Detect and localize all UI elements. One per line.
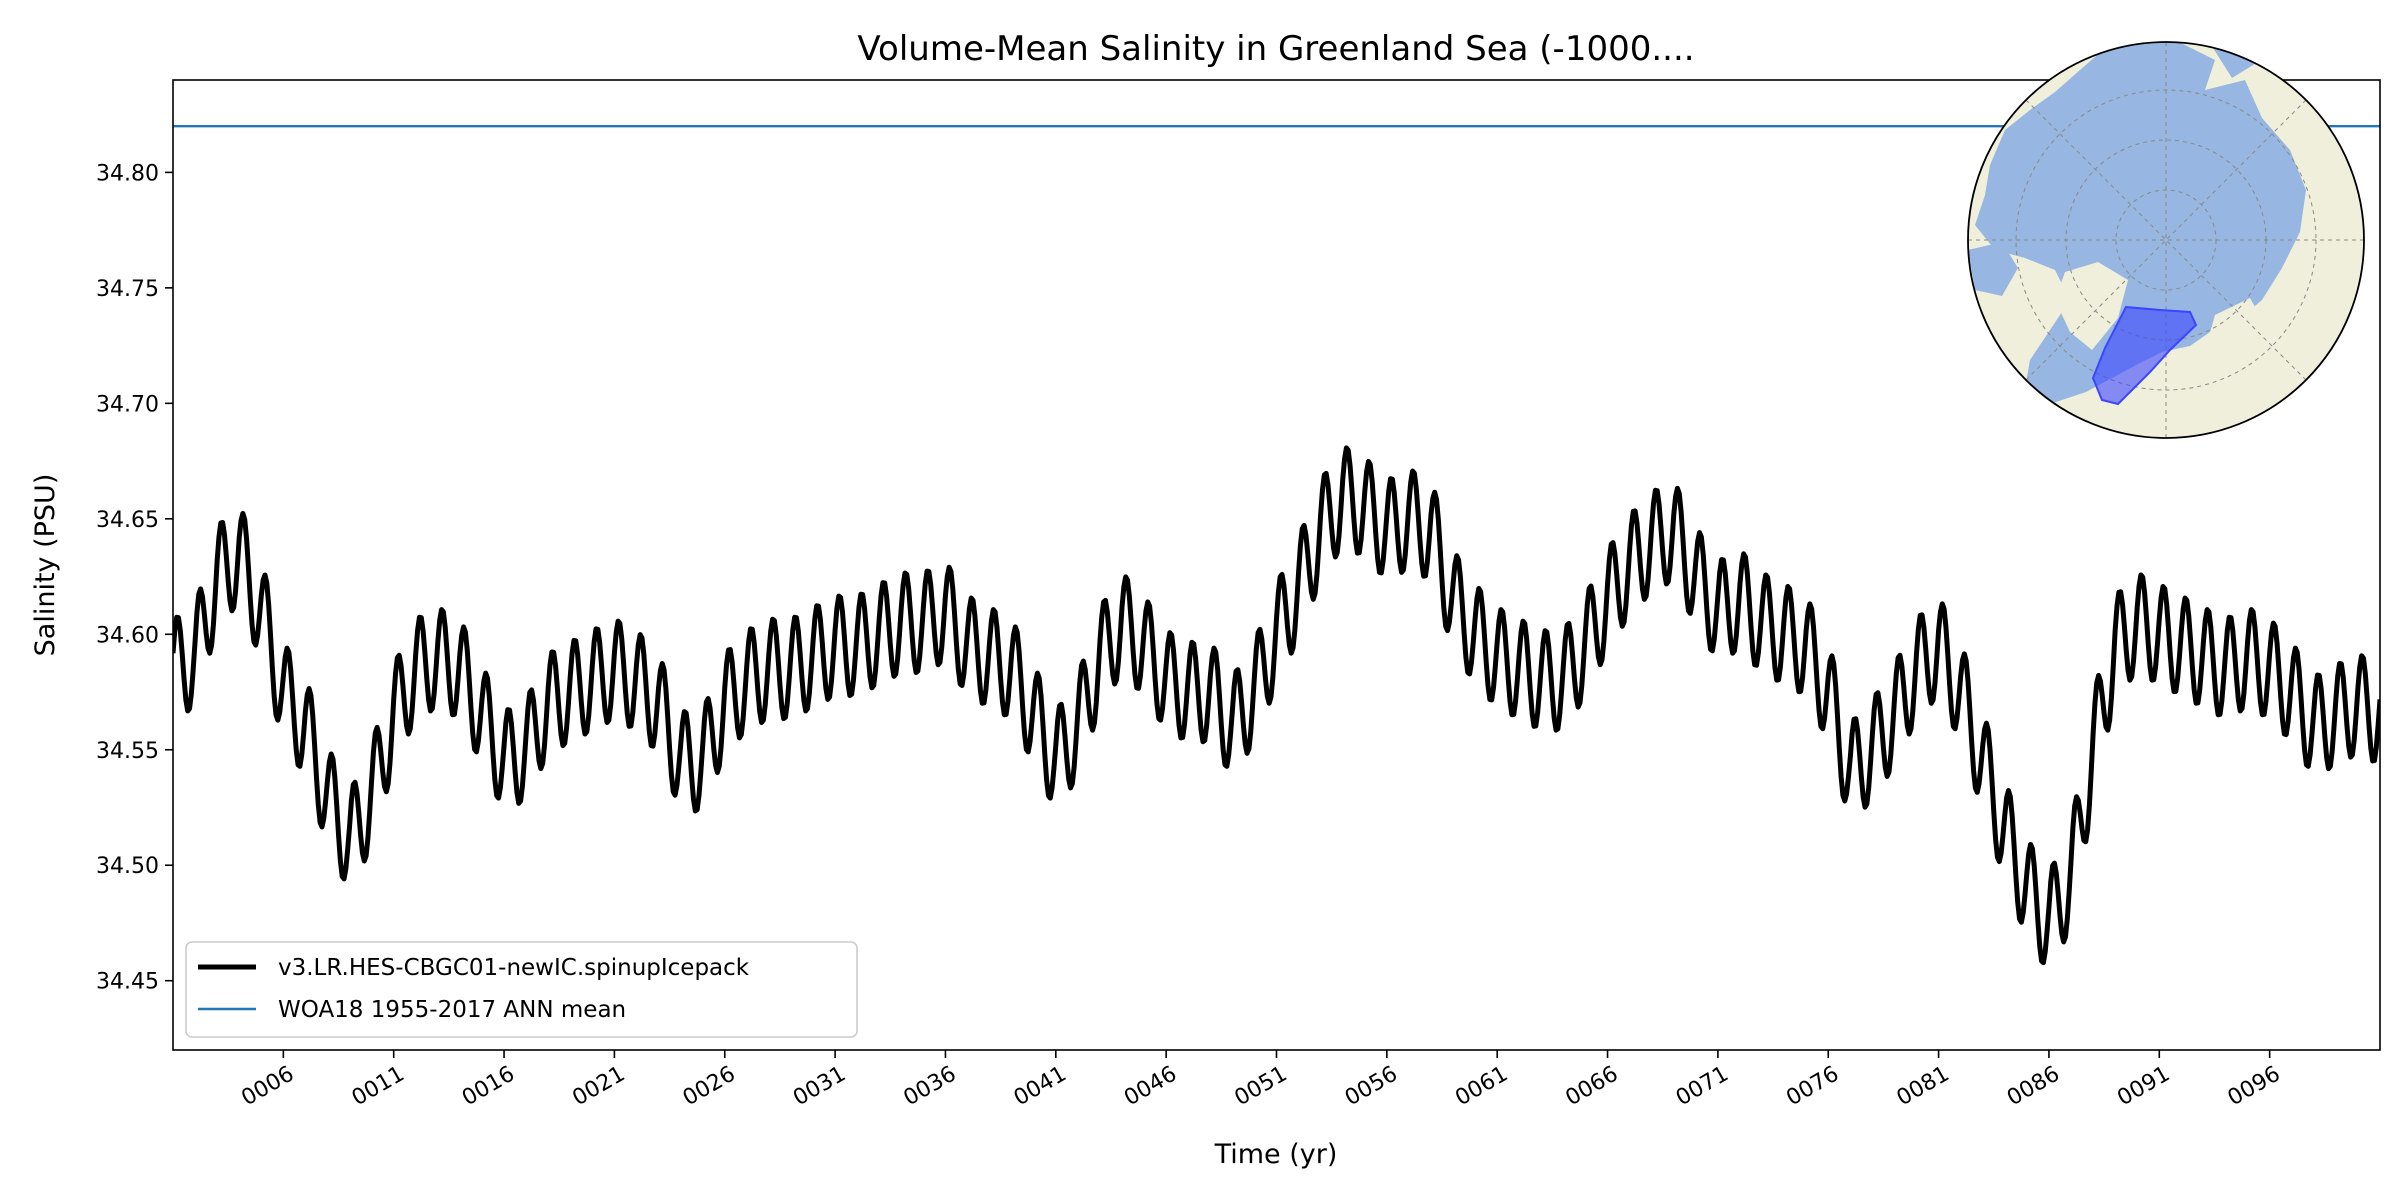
chart-title: Volume-Mean Salinity in Greenland Sea (-… (857, 29, 1694, 69)
hudson-bay (1968, 242, 2018, 296)
x-tick-label: 0081 (1893, 1062, 1954, 1112)
x-tick-label: 0011 (348, 1062, 409, 1112)
x-tick-label: 0041 (1010, 1062, 1071, 1112)
x-tick-label: 0026 (679, 1062, 740, 1112)
inset-polar-map (1967, 41, 2365, 439)
x-tick-label: 0076 (1782, 1062, 1843, 1112)
x-tick-label: 0066 (1562, 1062, 1623, 1112)
x-axis-label: Time (yr) (1214, 1139, 1338, 1170)
series-line-model (173, 445, 2380, 966)
y-axis-label: Salinity (PSU) (30, 474, 61, 657)
legend-label-woa18: WOA18 1955-2017 ANN mean (278, 997, 626, 1023)
x-tick-label: 0036 (899, 1062, 960, 1112)
x-tick-label: 0071 (1672, 1062, 1733, 1112)
map-boundary (1967, 41, 2365, 439)
y-tick-label: 34.50 (96, 854, 159, 879)
scandinavia-land (2205, 298, 2268, 380)
x-tick-label: 0091 (2113, 1062, 2174, 1112)
map-gridline (2025, 99, 2307, 381)
x-tick-label: 0021 (568, 1062, 629, 1112)
x-tick-label: 0051 (1231, 1062, 1292, 1112)
y-tick-label: 34.65 (96, 508, 159, 533)
y-tick-label: 34.55 (96, 739, 159, 764)
y-tick-label: 34.45 (96, 970, 159, 995)
x-tick-label: 0046 (1120, 1062, 1181, 1112)
greenland-sea-region (2091, 305, 2198, 406)
x-tick-label: 0006 (237, 1062, 298, 1112)
x-axis: 0006 0011 0016 0021 0026 0031 0036 0041 0046 0051… (237, 1050, 2285, 1112)
x-tick-label: 0056 (1341, 1062, 1402, 1112)
y-tick-label: 34.70 (96, 392, 159, 417)
x-tick-label: 0061 (1451, 1062, 1512, 1112)
legend-label-model: v3.LR.HES-CBGC01-newIC.spinupIcepack (278, 955, 750, 981)
legend-box (185, 941, 858, 1038)
x-tick-label: 0096 (2224, 1062, 2285, 1112)
y-tick-label: 34.60 (96, 623, 159, 648)
legend: v3.LR.HES-CBGC01-newIC.spinupIcepack WOA… (185, 941, 858, 1038)
x-tick-label: 0086 (2003, 1062, 2064, 1112)
map-gridline (2025, 99, 2307, 381)
y-tick-label: 34.75 (96, 277, 159, 302)
x-tick-label: 0031 (789, 1062, 850, 1112)
x-tick-label: 0016 (458, 1062, 519, 1112)
y-tick-label: 34.80 (96, 161, 159, 186)
y-axis: 34.45 34.50 34.55 34.60 34.65 34.70 34.75 34.80 (96, 161, 173, 995)
